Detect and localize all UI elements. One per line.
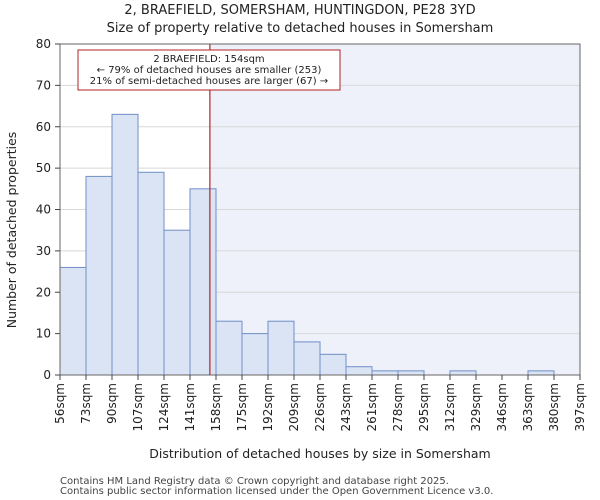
x-tick-label: 380sqm	[547, 383, 561, 431]
y-tick-label: 40	[36, 203, 51, 217]
footer-line-1: Contains HM Land Registry data © Crown c…	[60, 476, 449, 487]
bar	[215, 320, 243, 376]
y-tick-label: 20	[36, 285, 51, 299]
bar	[85, 175, 113, 376]
x-tick-label: 56sqm	[53, 383, 67, 424]
x-axis: 56sqm 73sqm 90sqm 107sqm 124sqm 141sqm 158sqm 1…	[53, 375, 587, 431]
annotation-line-1: 2 BRAEFIELD: 154sqm	[153, 54, 264, 65]
x-tick-label: 107sqm	[131, 383, 145, 431]
annotation-box: 2 BRAEFIELD: 154sqm ← 79% of detached ho…	[77, 49, 341, 91]
x-tick-label: 278sqm	[391, 383, 405, 431]
bar	[137, 171, 165, 376]
x-tick-label: 295sqm	[417, 383, 431, 431]
x-tick-label: 192sqm	[261, 383, 275, 431]
y-tick-label: 70	[36, 78, 51, 92]
x-tick-label: 124sqm	[157, 383, 171, 431]
bar	[449, 370, 477, 376]
bar	[189, 188, 217, 376]
x-tick-label: 90sqm	[105, 383, 119, 424]
x-tick-label: 346sqm	[495, 383, 509, 431]
y-tick-label: 10	[36, 327, 51, 341]
x-tick-label: 226sqm	[313, 383, 327, 431]
chart-subtitle: Size of property relative to detached ho…	[107, 21, 494, 36]
bar	[397, 370, 425, 376]
x-tick-label: 329sqm	[469, 383, 483, 431]
x-tick-label: 397sqm	[573, 383, 587, 431]
bar	[371, 370, 399, 376]
bar	[59, 266, 87, 376]
y-tick-label: 0	[43, 368, 51, 382]
y-axis-label: Number of detached properties	[4, 132, 19, 329]
footer-line-2: Contains public sector information licen…	[60, 486, 493, 497]
bar	[111, 113, 139, 376]
x-tick-label: 175sqm	[235, 383, 249, 431]
x-tick-label: 209sqm	[287, 383, 301, 431]
x-tick-label: 141sqm	[183, 383, 197, 431]
y-axis: 0 10 20 30 40 50 60 70 80	[36, 37, 60, 382]
x-tick-label: 73sqm	[79, 383, 93, 424]
bar	[345, 366, 373, 376]
x-tick-label: 261sqm	[365, 383, 379, 431]
bar	[319, 353, 347, 376]
y-tick-label: 50	[36, 161, 51, 175]
y-tick-label: 60	[36, 120, 51, 134]
chart-title: 2, BRAEFIELD, SOMERSHAM, HUNTINGDON, PE2…	[124, 3, 475, 18]
bar	[293, 341, 321, 376]
y-tick-label: 30	[36, 244, 51, 258]
y-tick-label: 80	[36, 37, 51, 51]
x-tick-label: 243sqm	[339, 383, 353, 431]
bars	[59, 113, 555, 376]
annotation-line-3: 21% of semi-detached houses are larger (…	[90, 76, 328, 87]
x-tick-label: 312sqm	[443, 383, 457, 431]
annotation-line-2: ← 79% of detached houses are smaller (25…	[97, 65, 322, 76]
bar	[163, 229, 191, 376]
bar	[267, 320, 295, 376]
x-tick-label: 363sqm	[521, 383, 535, 431]
x-tick-label: 158sqm	[209, 383, 223, 431]
bar	[241, 333, 269, 376]
bar	[527, 370, 555, 376]
x-axis-label: Distribution of detached houses by size …	[149, 446, 490, 461]
